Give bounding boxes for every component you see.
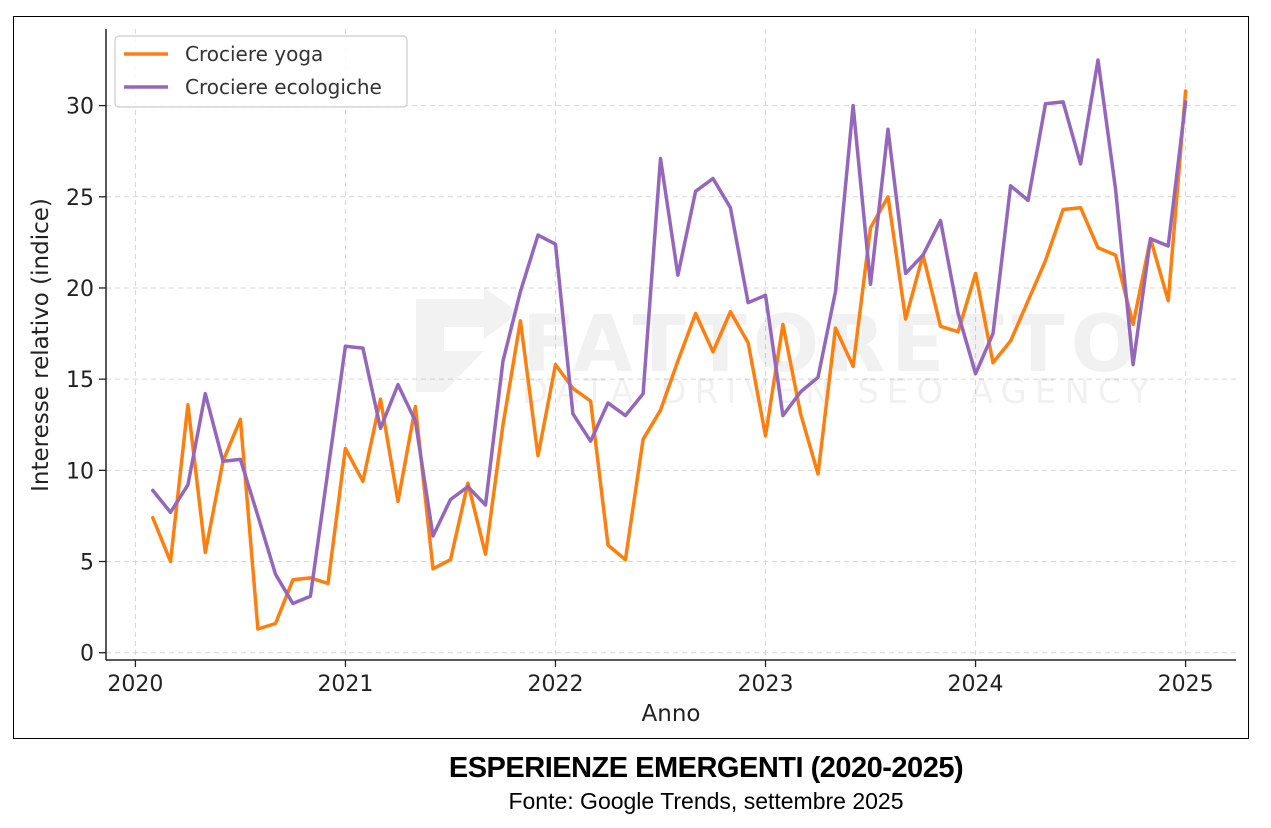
y-axis-label: Interesse relativo (indice) <box>28 198 54 492</box>
x-axis-label: Anno <box>642 701 701 727</box>
x-tick-label-2021: 2021 <box>317 672 373 697</box>
x-tick-label-2025: 2025 <box>1158 672 1214 697</box>
x-tick-label-2023: 2023 <box>738 672 794 697</box>
series-layer <box>151 58 1188 631</box>
y-tick-label-15: 15 <box>66 368 94 393</box>
chart-caption-source: Fonte: Google Trends, settembre 2025 <box>508 788 904 814</box>
chart-caption-title: ESPERIENZE EMERGENTI (2020-2025) <box>448 752 964 784</box>
series-line-yoga <box>151 89 1188 631</box>
y-tick-label-10: 10 <box>66 459 94 484</box>
y-tick-label-25: 25 <box>66 186 94 211</box>
line-chart: FATTORETTO DATA DRIVEN SEO AGENCY 2020 20… <box>28 29 1236 727</box>
legend-box <box>114 35 408 108</box>
y-tick-label-20: 20 <box>66 277 94 302</box>
y-tick-label-5: 5 <box>80 551 94 576</box>
y-tick-label-30: 30 <box>66 95 94 120</box>
chart-frame: FATTORETTO DATA DRIVEN SEO AGENCY 2020 20… <box>13 16 1249 739</box>
x-tick-label-2022: 2022 <box>527 672 583 697</box>
y-ticks: 0 5 10 15 20 25 30 <box>66 95 106 667</box>
x-ticks: 2020 2021 2022 2023 2024 2025 <box>107 660 1214 697</box>
x-tick-label-2024: 2024 <box>948 672 1004 697</box>
grid <box>106 29 1236 660</box>
watermark-tagline: DATA DRIVEN SEO AGENCY <box>522 372 1158 412</box>
series-line-ecologiche <box>151 58 1188 606</box>
y-tick-label-0: 0 <box>80 642 94 667</box>
legend: Crociere yoga Crociere ecologiche <box>114 35 408 108</box>
legend-label-ecologiche: Crociere ecologiche <box>185 75 382 99</box>
axes <box>105 29 1236 661</box>
legend-label-yoga: Crociere yoga <box>185 42 323 66</box>
watermark-logo-icon <box>416 287 519 392</box>
x-tick-label-2020: 2020 <box>107 672 163 697</box>
